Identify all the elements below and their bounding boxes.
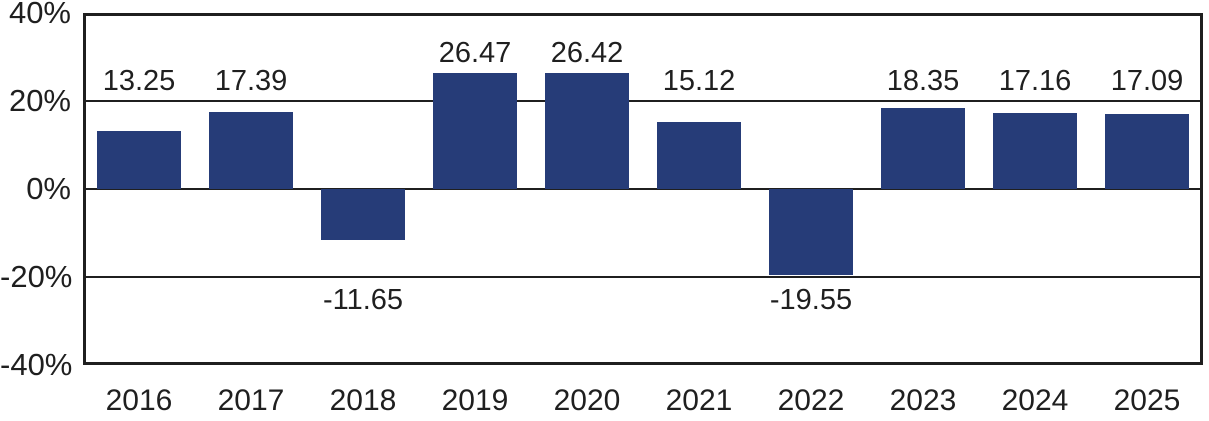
bar-2022 xyxy=(769,189,853,276)
bar-2018 xyxy=(321,189,405,241)
value-label-2016: 13.25 xyxy=(102,65,176,97)
gridline-0 xyxy=(83,188,1203,190)
value-label-2023: 18.35 xyxy=(886,65,960,97)
bar-2023 xyxy=(881,108,965,189)
bar-2017 xyxy=(209,112,293,189)
bar-2016 xyxy=(97,130,181,189)
y-tick-label--40: -40% xyxy=(0,347,73,382)
value-label-2021: 15.12 xyxy=(662,65,736,97)
x-tick-label-2019: 2019 xyxy=(441,384,509,417)
y-tick-label-0: 0% xyxy=(26,171,71,206)
value-label-2022: -19.55 xyxy=(769,284,853,316)
y-tick-label-40: 40% xyxy=(8,0,71,30)
x-tick-label-2022: 2022 xyxy=(777,384,845,417)
value-label-2025: 17.09 xyxy=(1110,65,1184,97)
x-tick-label-2024: 2024 xyxy=(1001,384,1069,417)
bar-2024 xyxy=(993,113,1077,189)
value-label-2018: -11.65 xyxy=(322,284,404,316)
gridline-20 xyxy=(83,100,1203,102)
x-tick-label-2016: 2016 xyxy=(105,384,173,417)
y-tick-label-20: 20% xyxy=(8,83,71,118)
value-label-2019: 26.47 xyxy=(438,36,512,69)
x-tick-label-2021: 2021 xyxy=(665,384,733,417)
value-label-2017: 17.39 xyxy=(214,65,288,97)
x-tick-label-2023: 2023 xyxy=(889,384,957,417)
bar-2021 xyxy=(657,122,741,189)
x-tick-label-2025: 2025 xyxy=(1113,384,1181,417)
value-label-2024: 17.16 xyxy=(998,65,1072,97)
bar-2019 xyxy=(433,72,517,189)
x-tick-label-2018: 2018 xyxy=(329,384,397,417)
y-tick-label--20: -20% xyxy=(0,259,73,294)
x-tick-label-2017: 2017 xyxy=(217,384,285,417)
plot-area xyxy=(83,13,1203,365)
value-label-2020: 26.42 xyxy=(550,36,624,69)
bar-2025 xyxy=(1105,113,1189,189)
gridline--20 xyxy=(83,276,1203,278)
bar-2020 xyxy=(545,72,629,189)
x-tick-label-2020: 2020 xyxy=(553,384,621,417)
